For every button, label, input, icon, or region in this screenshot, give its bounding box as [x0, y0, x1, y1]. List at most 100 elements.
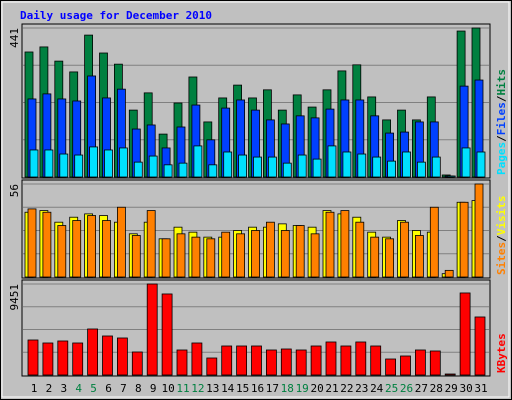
bar	[251, 345, 262, 376]
bar	[459, 292, 471, 376]
x-tick-label: 16	[251, 382, 264, 395]
bar	[357, 153, 367, 178]
x-tick-label: 15	[236, 382, 249, 395]
bar	[131, 351, 143, 376]
bar	[131, 235, 141, 278]
legend-separator: /	[495, 135, 508, 142]
bar	[148, 155, 158, 178]
bar	[27, 339, 39, 376]
bar	[163, 164, 173, 178]
bar	[176, 233, 186, 278]
x-tick-label: 31	[474, 382, 487, 395]
bar	[87, 215, 96, 278]
legend: Pages/Files/Hits	[495, 69, 508, 175]
bar	[117, 206, 126, 278]
bar	[119, 147, 128, 178]
x-tick-label: 30	[459, 382, 472, 395]
bar	[414, 235, 424, 278]
x-tick-label: 26	[400, 382, 413, 395]
bar	[161, 238, 171, 278]
bar	[253, 156, 262, 178]
bar	[325, 211, 335, 278]
bar	[117, 337, 128, 376]
legend-entry: KBytes	[495, 333, 508, 373]
bar	[444, 373, 456, 376]
bar	[280, 348, 292, 376]
legend-entry: Visits	[495, 196, 508, 236]
x-tick-label: 8	[135, 382, 142, 395]
bar	[27, 208, 37, 278]
x-tick-label: 3	[60, 382, 67, 395]
bar	[431, 156, 441, 178]
x-tick-label: 17	[266, 382, 279, 395]
legend-entry: Hits	[495, 69, 508, 96]
bar	[221, 231, 231, 278]
x-tick-label: 13	[206, 382, 219, 395]
x-tick-label: 18	[281, 382, 294, 395]
bar	[446, 175, 456, 178]
bar	[370, 345, 382, 376]
legend: Sites/Visits	[495, 196, 508, 276]
bar	[89, 146, 98, 178]
x-tick-label: 2	[46, 382, 53, 395]
bar	[193, 145, 203, 178]
bar	[342, 151, 352, 178]
bar	[282, 162, 292, 178]
bar	[387, 160, 397, 178]
bar	[72, 220, 82, 278]
y-tick-label: 9451	[8, 284, 21, 311]
bar	[310, 233, 320, 278]
bar	[474, 183, 484, 278]
legend: KBytes	[495, 333, 508, 373]
x-tick-label: 6	[105, 382, 112, 395]
bar	[191, 236, 201, 278]
legend-separator: /	[495, 235, 508, 242]
bar	[312, 158, 322, 178]
x-tick-label: 29	[445, 382, 458, 395]
bar	[236, 233, 246, 278]
bar	[221, 345, 233, 376]
bar	[459, 201, 469, 278]
bar	[104, 149, 113, 178]
bar	[267, 156, 277, 178]
x-tick-label: 4	[75, 382, 82, 395]
bar	[355, 221, 365, 278]
bar	[429, 206, 439, 278]
bar	[476, 151, 486, 178]
x-tick-label: 10	[161, 382, 174, 395]
bar	[178, 162, 188, 178]
bar	[416, 161, 426, 178]
bar	[295, 349, 307, 376]
x-tick-label: 11	[176, 382, 189, 395]
bar	[295, 225, 305, 278]
x-tick-label: 21	[325, 382, 338, 395]
chart-title: Daily usage for December 2010	[20, 9, 212, 22]
legend-entry: Sites	[495, 242, 508, 275]
bar	[102, 335, 113, 376]
x-tick-label: 27	[415, 382, 428, 395]
bar	[280, 230, 290, 278]
bar	[146, 283, 158, 376]
bar	[42, 342, 54, 376]
bar	[402, 151, 411, 178]
legend-separator: /	[495, 95, 508, 102]
bar	[461, 147, 471, 178]
bar	[176, 349, 188, 376]
bar	[327, 145, 337, 178]
x-tick-label: 12	[191, 382, 204, 395]
bar	[385, 358, 397, 376]
bar	[72, 342, 84, 376]
y-tick-label: 56	[8, 184, 21, 197]
bar	[133, 161, 143, 178]
bar	[74, 154, 84, 178]
x-tick-label: 28	[430, 382, 443, 395]
bar	[29, 149, 39, 178]
bar	[87, 328, 98, 376]
bar	[325, 341, 337, 376]
bar	[414, 349, 426, 376]
bar	[238, 154, 248, 178]
bar	[223, 151, 233, 178]
bar	[44, 149, 54, 178]
bar	[400, 221, 409, 278]
